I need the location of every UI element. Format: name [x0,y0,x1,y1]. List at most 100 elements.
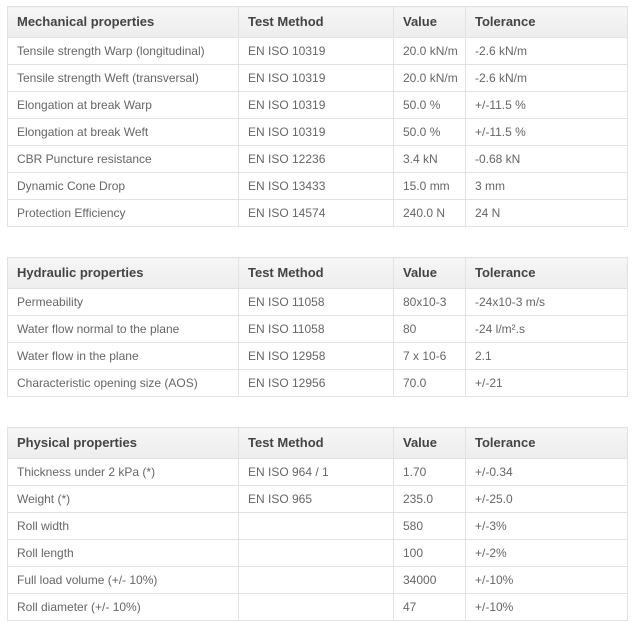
tolerance-cell: +/-3% [465,512,628,540]
test-method-cell: EN ISO 10319 [238,118,394,146]
value-cell: 50.0 % [393,118,466,146]
value-cell: 47 [393,593,466,621]
test-method-cell [238,566,394,594]
property-name-cell: Full load volume (+/- 10%) [7,566,239,594]
tolerance-cell: -0.68 kN [465,145,628,173]
property-name-cell: Roll length [7,539,239,567]
property-name-column-header: Physical properties [7,427,239,459]
property-name-cell: Weight (*) [7,485,239,513]
tolerance-cell: -2.6 kN/m [465,64,628,92]
test-method-cell: EN ISO 965 [238,485,394,513]
test-method-cell: EN ISO 964 / 1 [238,458,394,486]
test-method-cell: EN ISO 12236 [238,145,394,173]
test-method-cell [238,539,394,567]
tolerance-column-header: Tolerance [465,257,628,289]
value-cell: 20.0 kN/m [393,37,466,65]
table-row: Water flow in the plane EN ISO 12958 7 x 1… [7,342,628,370]
value-cell: 580 [393,512,466,540]
property-name-cell: Roll diameter (+/- 10%) [7,593,239,621]
test-method-cell: EN ISO 11058 [238,288,394,316]
value-cell: 3.4 kN [393,145,466,173]
mechanical-properties-table: Mechanical properties Test Method Value Tol… [7,6,628,227]
tolerance-cell: 3 mm [465,172,628,200]
table-row: Weight (*) EN ISO 965 235.0 +/-25.0 [7,485,628,513]
tolerance-cell: +/-10% [465,566,628,594]
tolerance-cell: +/-2% [465,539,628,567]
property-name-cell: Tensile strength Warp (longitudinal) [7,37,239,65]
table-row: Elongation at break Weft EN ISO 10319 50.0… [7,118,628,146]
value-column-header: Value [393,427,466,459]
tolerance-cell: +/-21 [465,369,628,397]
property-name-cell: Water flow normal to the plane [7,315,239,343]
property-name-cell: Roll width [7,512,239,540]
tolerance-cell: +/-11.5 % [465,91,628,119]
value-cell: 240.0 N [393,199,466,227]
value-cell: 20.0 kN/m [393,64,466,92]
value-cell: 80 [393,315,466,343]
property-name-cell: Thickness under 2 kPa (*) [7,458,239,486]
property-name-column-header: Hydraulic properties [7,257,239,289]
value-column-header: Value [393,6,466,38]
hydraulic-properties-table: Hydraulic properties Test Method Value Tole… [7,257,628,397]
property-name-cell: CBR Puncture resistance [7,145,239,173]
value-cell: 100 [393,539,466,567]
property-name-cell: Water flow in the plane [7,342,239,370]
test-method-cell: EN ISO 11058 [238,315,394,343]
test-method-column-header: Test Method [238,427,394,459]
value-cell: 235.0 [393,485,466,513]
test-method-cell: EN ISO 10319 [238,91,394,119]
table-row: Water flow normal to the plane EN ISO 110… [7,315,628,343]
test-method-cell: EN ISO 12956 [238,369,394,397]
test-method-column-header: Test Method [238,257,394,289]
table-row: Elongation at break Warp EN ISO 10319 50.0… [7,91,628,119]
table-row: Full load volume (+/- 10%) 34000 +/-10% [7,566,628,594]
table-row: Tensile strength Warp (longitudinal) EN I… [7,37,628,65]
table-row: Dynamic Cone Drop EN ISO 13433 15.0 mm 3 mm [7,172,628,200]
test-method-cell: EN ISO 13433 [238,172,394,200]
value-cell: 15.0 mm [393,172,466,200]
table-row: Protection Efficiency EN ISO 14574 240.0 N… [7,199,628,227]
table-row: Roll length 100 +/-2% [7,539,628,567]
tolerance-cell: +/-25.0 [465,485,628,513]
property-name-cell: Protection Efficiency [7,199,239,227]
property-name-cell: Permeability [7,288,239,316]
value-cell: 34000 [393,566,466,594]
tolerance-cell: +/-11.5 % [465,118,628,146]
tolerance-cell: -2.6 kN/m [465,37,628,65]
test-method-cell [238,593,394,621]
value-cell: 7 x 10-6 [393,342,466,370]
mechanical-properties-header-row: Mechanical properties Test Method Value Tol… [7,6,628,38]
property-name-cell: Tensile strength Weft (transversal) [7,64,239,92]
tolerance-cell: +/-0.34 [465,458,628,486]
property-name-cell: Elongation at break Weft [7,118,239,146]
tolerance-cell: 2.1 [465,342,628,370]
property-name-cell: Dynamic Cone Drop [7,172,239,200]
table-row: Characteristic opening size (AOS) EN ISO … [7,369,628,397]
property-name-cell: Elongation at break Warp [7,91,239,119]
tolerance-cell: -24 l/m².s [465,315,628,343]
test-method-cell: EN ISO 14574 [238,199,394,227]
physical-properties-header-row: Physical properties Test Method Value Toler… [7,427,628,459]
value-column-header: Value [393,257,466,289]
tolerance-column-header: Tolerance [465,6,628,38]
table-row: Tensile strength Weft (transversal) EN IS… [7,64,628,92]
value-cell: 50.0 % [393,91,466,119]
table-row: Roll diameter (+/- 10%) 47 +/-10% [7,593,628,621]
test-method-column-header: Test Method [238,6,394,38]
test-method-cell: EN ISO 12958 [238,342,394,370]
tolerance-column-header: Tolerance [465,427,628,459]
tolerance-cell: +/-10% [465,593,628,621]
table-row: Roll width 580 +/-3% [7,512,628,540]
table-row: Permeability EN ISO 11058 80x10-3 -24x10-3 … [7,288,628,316]
hydraulic-properties-header-row: Hydraulic properties Test Method Value Tole… [7,257,628,289]
value-cell: 80x10-3 [393,288,466,316]
tolerance-cell: -24x10-3 m/s [465,288,628,316]
value-cell: 1.70 [393,458,466,486]
property-name-column-header: Mechanical properties [7,6,239,38]
test-method-cell: EN ISO 10319 [238,64,394,92]
test-method-cell: EN ISO 10319 [238,37,394,65]
table-row: CBR Puncture resistance EN ISO 12236 3.4 k… [7,145,628,173]
value-cell: 70.0 [393,369,466,397]
